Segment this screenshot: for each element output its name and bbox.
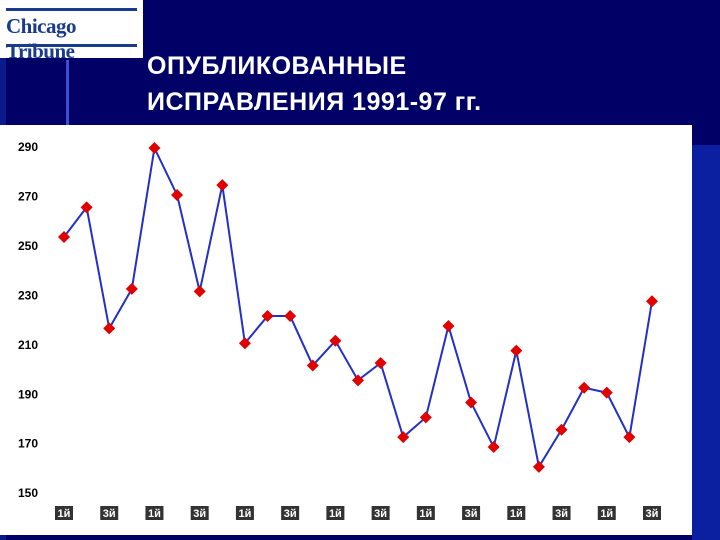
x-tick-box: [100, 506, 119, 520]
x-tick-label: 1й: [510, 508, 523, 520]
marker: [58, 230, 70, 243]
x-tick-box: [507, 506, 526, 520]
y-tick-label: 270: [18, 190, 38, 204]
marker: [306, 359, 319, 372]
x-tick-box: [597, 506, 616, 520]
marker: [216, 179, 229, 192]
marker: [125, 282, 138, 295]
marker: [329, 334, 342, 347]
y-tick-label: 210: [18, 338, 38, 352]
marker: [510, 344, 523, 357]
x-tick-label: 3й: [284, 508, 297, 520]
x-tick-label: 3й: [103, 508, 116, 520]
marker: [487, 441, 500, 454]
x-tick-box: [281, 506, 300, 520]
x-tick-box: [462, 506, 481, 520]
marker: [171, 188, 184, 201]
x-tick-box: [190, 506, 209, 520]
chart-title: ОПУБЛИКОВАННЫЕ ИСПРАВЛЕНИЯ 1991-97 гг.: [147, 52, 482, 116]
marker: [103, 322, 116, 335]
marker: [284, 310, 297, 323]
x-tick-label: 3й: [555, 508, 568, 520]
marker: [419, 411, 432, 424]
x-tick-box: [326, 506, 345, 520]
marker: [442, 319, 455, 332]
stripe: [692, 145, 720, 540]
x-tick-box: [55, 506, 73, 520]
x-tick-label: 1й: [58, 508, 71, 520]
x-tick-label: 1й: [238, 508, 251, 520]
marker: [532, 460, 545, 473]
stripe: [66, 60, 69, 140]
marker: [555, 423, 568, 436]
x-tick-box: [643, 506, 661, 520]
logo: Chicago Tribune: [0, 0, 143, 63]
marker: [352, 374, 364, 387]
x-tick-label: 3й: [374, 508, 387, 520]
marker: [623, 431, 636, 444]
logo-text: Chicago Tribune: [6, 14, 77, 63]
x-tick-box: [552, 506, 571, 520]
x-tick-box: [235, 506, 254, 520]
marker: [646, 295, 658, 308]
y-tick-label: 290: [18, 140, 38, 154]
y-tick-label: 150: [18, 486, 38, 500]
x-tick-label: 3й: [465, 508, 478, 520]
marker: [374, 357, 387, 370]
x-tick-box: [371, 506, 390, 520]
x-tick-label: 1й: [419, 508, 432, 520]
marker: [397, 431, 410, 444]
x-tick-box: [416, 506, 435, 520]
marker: [578, 381, 591, 394]
marker: [148, 142, 161, 154]
marker: [238, 337, 251, 350]
marker: [465, 396, 478, 409]
y-tick-label: 250: [18, 239, 38, 253]
x-tick-label: 1й: [600, 508, 613, 520]
marker: [600, 386, 613, 399]
y-tick-label: 170: [18, 437, 38, 451]
x-tick-label: 3й: [193, 508, 206, 520]
x-tick-label: 3й: [646, 508, 659, 520]
x-tick-label: 1й: [329, 508, 342, 520]
marker: [261, 310, 274, 323]
marker: [80, 201, 93, 214]
y-tick-label: 230: [18, 288, 38, 302]
marker: [193, 285, 206, 298]
x-tick-box: [145, 506, 164, 520]
plot-panel: [0, 125, 692, 535]
x-tick-label: 1й: [148, 508, 161, 520]
y-tick-label: 190: [18, 387, 38, 401]
